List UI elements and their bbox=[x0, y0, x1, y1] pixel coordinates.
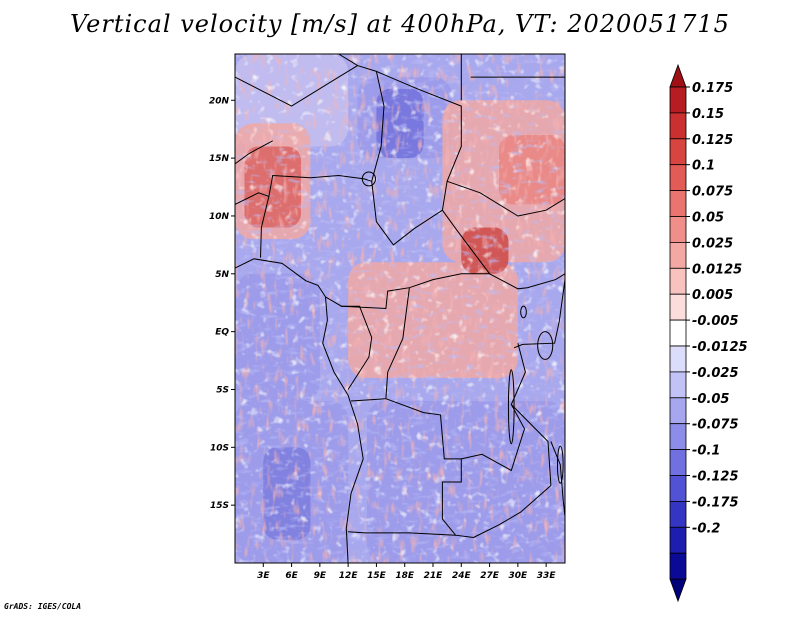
lake-outline bbox=[361, 171, 376, 187]
colorbar-swatch bbox=[669, 526, 687, 554]
grads-credit: GrADS: IGES/COLA bbox=[4, 602, 82, 611]
colorbar-swatch bbox=[669, 345, 687, 373]
colorbar-swatch bbox=[669, 397, 687, 425]
colorbar-bottom-arrow bbox=[669, 578, 687, 603]
border-line bbox=[371, 181, 443, 246]
lake-outline bbox=[507, 369, 515, 445]
colorbar-top-arrow bbox=[669, 63, 687, 88]
border-line bbox=[235, 140, 273, 165]
colorbar-label: 0.005 bbox=[692, 288, 733, 303]
colorbar-swatch bbox=[669, 371, 687, 399]
colorbar-label: -0.075 bbox=[692, 418, 739, 433]
chart-title: Vertical velocity [m/s] at 400hPa, VT: 2… bbox=[70, 10, 730, 38]
colorbar-label: -0.0125 bbox=[692, 340, 748, 355]
y-tick-label: 15S bbox=[210, 501, 229, 511]
colorbar-label: -0.05 bbox=[692, 392, 729, 407]
x-tick-label: 6E bbox=[285, 571, 298, 581]
y-tick-label: 20N bbox=[209, 96, 230, 106]
colorbar-swatch bbox=[669, 112, 687, 140]
x-axis: 3E 6E 9E 12E 15E 18E 21E 24E 27E 30E 33E bbox=[257, 563, 556, 581]
lake-outline bbox=[537, 331, 554, 360]
border-line bbox=[338, 54, 565, 290]
y-tick-label: 10N bbox=[209, 212, 230, 222]
lake-outline bbox=[520, 305, 527, 319]
x-tick-label: 27E bbox=[480, 571, 500, 581]
colorbar-swatch bbox=[669, 241, 687, 269]
colorbar-label: -0.005 bbox=[692, 314, 739, 329]
border-line bbox=[260, 196, 270, 258]
x-tick-label: 21E bbox=[424, 571, 444, 581]
colorbar-swatch bbox=[669, 164, 687, 191]
x-tick-label: 24E bbox=[452, 571, 472, 581]
colorbar-label: -0.125 bbox=[692, 470, 739, 485]
map-frame bbox=[234, 53, 566, 564]
colorbar-swatch bbox=[669, 423, 687, 451]
x-tick-label: 18E bbox=[395, 571, 415, 581]
colorbar-label: 0.0125 bbox=[692, 262, 742, 277]
x-tick-label: 3E bbox=[257, 571, 270, 581]
border-line bbox=[348, 531, 456, 536]
y-tick-label: 5S bbox=[216, 385, 229, 395]
colorbar-label: -0.2 bbox=[692, 521, 720, 536]
x-tick-label: 9E bbox=[314, 571, 327, 581]
colorbar-label: -0.1 bbox=[692, 444, 720, 459]
y-tick-label: 15N bbox=[209, 154, 230, 164]
border-line bbox=[473, 404, 552, 538]
border-line bbox=[513, 279, 565, 349]
colorbar-swatch bbox=[669, 552, 687, 580]
border-line bbox=[350, 287, 410, 402]
colorbar-label: 0.05 bbox=[692, 211, 724, 226]
colorbar-label: 0.175 bbox=[692, 81, 733, 96]
colorbar-label: -0.025 bbox=[692, 366, 739, 381]
field-texture-white bbox=[235, 54, 565, 563]
colorbar-swatch bbox=[669, 449, 687, 476]
border-line bbox=[446, 180, 565, 217]
x-tick-label: 15E bbox=[367, 571, 387, 581]
y-axis: 20N 15N 10N 5N EQ 5S 10S 15S bbox=[209, 96, 235, 511]
border-line bbox=[235, 71, 385, 205]
x-tick-label: 30E bbox=[509, 571, 529, 581]
colorbar-label: 0.15 bbox=[692, 107, 724, 122]
colorbar-label: 0.1 bbox=[692, 159, 715, 174]
y-tick-label: 10S bbox=[210, 443, 229, 453]
y-tick-label: EQ bbox=[215, 328, 229, 338]
colorbar: 0.175 0.15 0.125 0.1 0.075 0.05 0.025 0.0125 0.0… bbox=[669, 63, 748, 603]
colorbar-swatch bbox=[669, 500, 687, 528]
colorbar-swatch bbox=[669, 293, 687, 321]
x-tick-label: 33E bbox=[537, 571, 557, 581]
border-line bbox=[235, 65, 358, 107]
colorbar-swatch bbox=[669, 319, 687, 347]
x-tick-label: 12E bbox=[339, 571, 359, 581]
border-line bbox=[340, 305, 373, 390]
colorbar-swatch bbox=[669, 86, 687, 114]
colorbar-label: 0.025 bbox=[692, 236, 733, 251]
colorbar-swatch bbox=[669, 216, 687, 243]
country-borders bbox=[235, 54, 565, 563]
colorbar-label: 0.125 bbox=[692, 133, 733, 148]
colorbar-swatch bbox=[669, 190, 687, 217]
border-line bbox=[461, 343, 526, 472]
border-line bbox=[385, 398, 474, 538]
lake-outline bbox=[556, 445, 564, 484]
colorbar-label: -0.175 bbox=[692, 495, 739, 510]
y-tick-label: 5N bbox=[215, 270, 229, 280]
border-line bbox=[235, 258, 364, 563]
colorbar-label: 0.075 bbox=[692, 185, 733, 200]
colorbar-swatch bbox=[669, 475, 687, 502]
colorbar-swatch bbox=[669, 138, 687, 166]
map-field bbox=[235, 54, 565, 563]
colorbar-swatch bbox=[669, 267, 687, 295]
